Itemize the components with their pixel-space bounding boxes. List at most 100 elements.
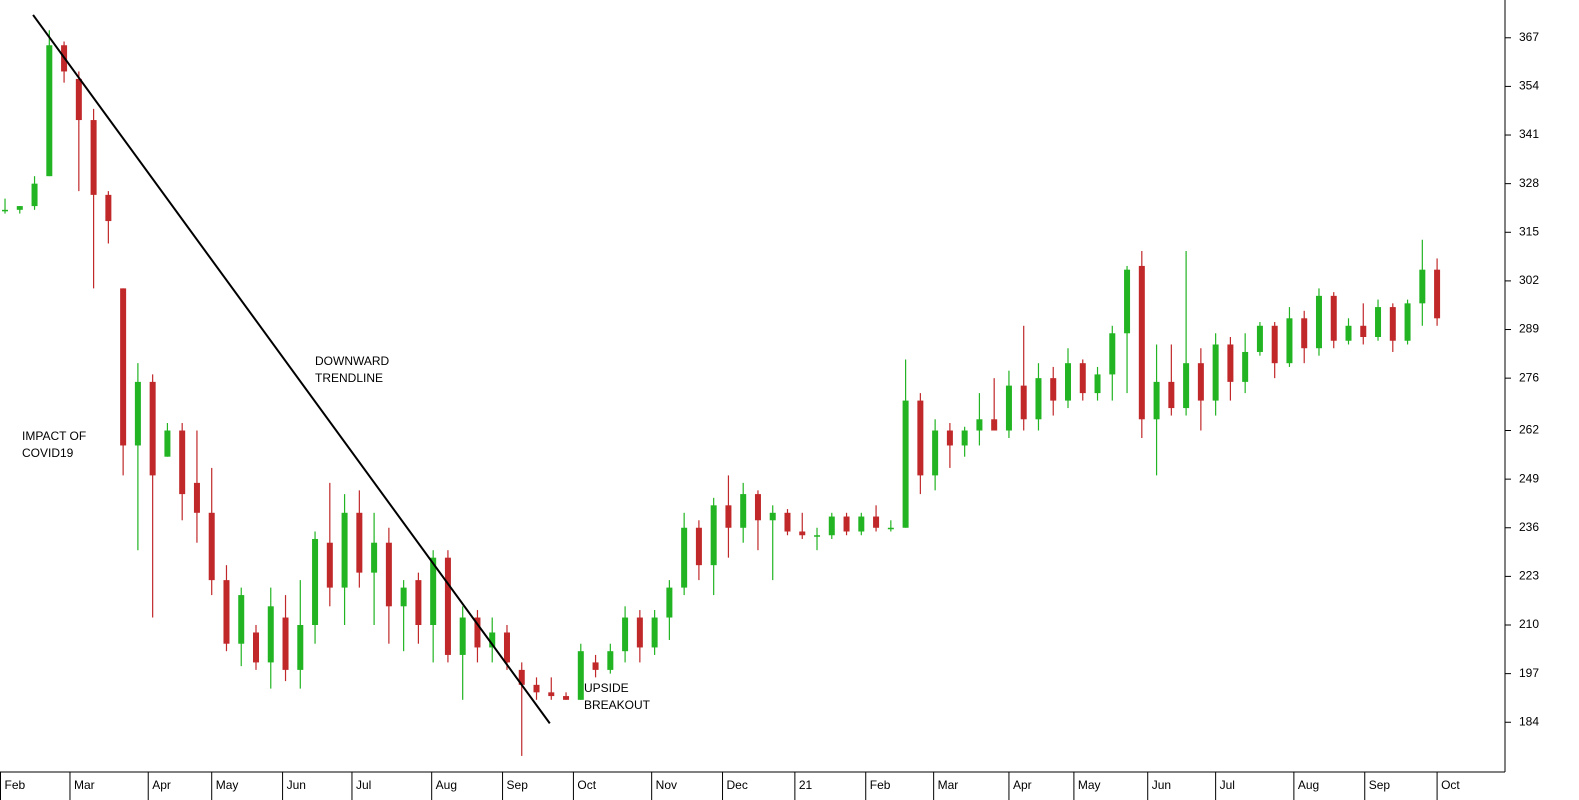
x-tick-label: Jun <box>1152 778 1171 792</box>
x-tick-label: 21 <box>799 778 813 792</box>
candle-body <box>932 430 939 476</box>
candle-body <box>1079 363 1086 394</box>
y-tick-label: 249 <box>1519 471 1539 485</box>
candle-body <box>430 557 437 626</box>
candle-body <box>1168 381 1175 409</box>
x-tick-label: Apr <box>1013 778 1032 792</box>
candle-body <box>134 381 141 446</box>
candle-body <box>297 625 304 670</box>
candle-body <box>1183 363 1190 409</box>
y-tick-label: 328 <box>1519 176 1539 190</box>
candle-body <box>754 494 761 521</box>
candle-body <box>622 617 629 652</box>
candle-body <box>1271 325 1278 364</box>
y-tick-label: 262 <box>1519 423 1539 437</box>
candle-body <box>976 419 983 431</box>
candle-body <box>1094 374 1101 394</box>
candle-body <box>636 617 643 648</box>
x-tick-label: Oct <box>1441 778 1460 792</box>
candle-body <box>1050 378 1057 401</box>
candle-body <box>31 183 38 207</box>
candle-body <box>1360 325 1367 338</box>
y-tick-label: 289 <box>1519 322 1539 336</box>
x-tick-label: Mar <box>74 778 95 792</box>
candle-body <box>1109 333 1116 375</box>
candle-body <box>961 430 968 446</box>
annotation: IMPACT OF <box>22 429 86 443</box>
candle-body <box>1404 303 1411 341</box>
candle-body <box>1389 307 1396 341</box>
candle-body <box>681 527 688 588</box>
candle-body <box>1138 265 1145 420</box>
candle-body <box>2 209 9 212</box>
candle-body <box>267 606 274 663</box>
candle-body <box>75 78 82 121</box>
candle-body <box>179 430 186 495</box>
x-tick-label: Feb <box>5 778 26 792</box>
y-tick-label: 184 <box>1519 714 1539 728</box>
candle-body <box>710 505 717 566</box>
candle-body <box>1020 385 1027 420</box>
candle-body <box>828 516 835 536</box>
candle-body <box>282 617 289 670</box>
x-tick-label: Jun <box>287 778 306 792</box>
candle-body <box>1330 295 1337 341</box>
candle-body <box>548 692 555 697</box>
y-tick-label: 341 <box>1519 127 1539 141</box>
candle-body <box>563 696 570 700</box>
annotation: TRENDLINE <box>315 371 383 385</box>
candle-body <box>799 531 806 536</box>
x-tick-label: Aug <box>436 778 457 792</box>
candle-body <box>1197 363 1204 401</box>
candle-body <box>326 542 333 588</box>
candle-body <box>400 587 407 607</box>
candle-body <box>90 120 97 195</box>
x-tick-label: Dec <box>727 778 748 792</box>
candle-body <box>164 430 171 457</box>
candle-body <box>371 542 378 573</box>
candle-body <box>1124 269 1131 334</box>
candle-body <box>873 516 880 528</box>
candle-body <box>1301 318 1308 349</box>
candle-body <box>651 617 658 648</box>
candle-body <box>887 527 894 530</box>
y-tick-label: 276 <box>1519 370 1539 384</box>
y-tick-label: 197 <box>1519 666 1539 680</box>
x-tick-label: Jul <box>1220 778 1235 792</box>
candle-body <box>695 527 702 566</box>
candle-body <box>503 632 510 663</box>
candle-body <box>238 595 245 644</box>
x-tick-label: Sep <box>507 778 529 792</box>
candle-body <box>489 632 496 648</box>
trendline <box>32 14 551 724</box>
candle-body <box>858 516 865 532</box>
x-tick-label: Oct <box>577 778 596 792</box>
candle-body <box>1005 385 1012 431</box>
candle-body <box>474 617 481 648</box>
x-tick-label: Feb <box>870 778 891 792</box>
y-tick-label: 223 <box>1519 569 1539 583</box>
candle-body <box>725 505 732 528</box>
candle-body <box>784 512 791 532</box>
x-tick-label: Aug <box>1298 778 1319 792</box>
candle-body <box>356 512 363 573</box>
candle-body <box>341 512 348 588</box>
candle-body <box>444 557 451 655</box>
candle-body <box>208 512 215 581</box>
candle-body <box>1242 351 1249 382</box>
candle-body <box>415 580 422 626</box>
candle-body <box>253 632 260 663</box>
x-tick-label: Jul <box>356 778 371 792</box>
y-tick-label: 367 <box>1519 30 1539 44</box>
candle-body <box>1419 269 1426 304</box>
candle-body <box>385 542 392 607</box>
candle-body <box>518 669 525 685</box>
candle-body <box>1315 295 1322 349</box>
candle-body <box>769 512 776 521</box>
y-tick-label: 210 <box>1519 617 1539 631</box>
candle-body <box>1256 325 1263 352</box>
annotation: BREAKOUT <box>584 698 651 712</box>
candle-body <box>1434 269 1441 319</box>
y-tick-label: 236 <box>1519 520 1539 534</box>
candle-body <box>946 430 953 446</box>
